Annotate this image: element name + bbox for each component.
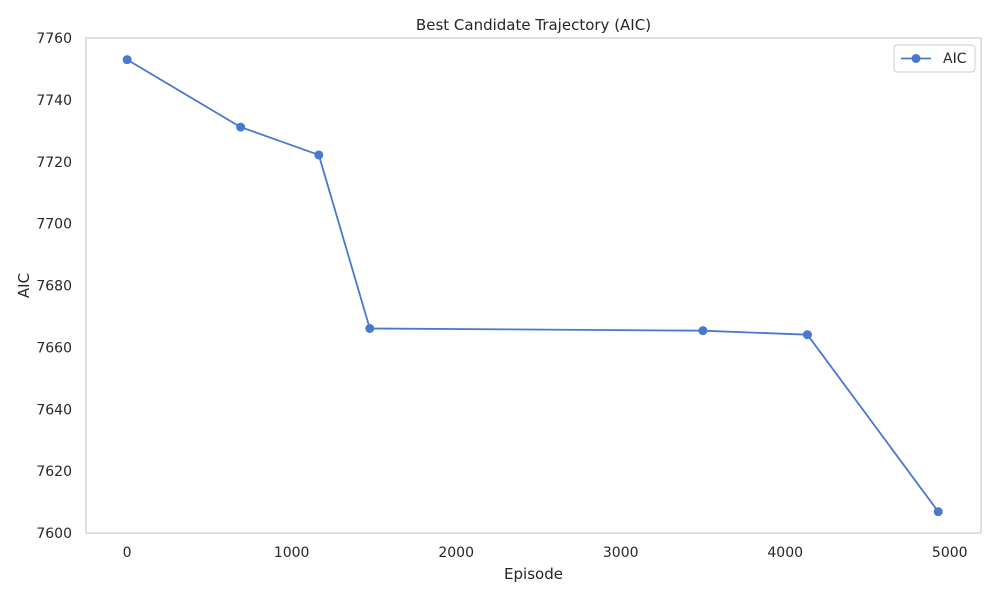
- plot-frame: [85, 37, 982, 534]
- legend-label-aic: AIC: [943, 51, 967, 67]
- x-axis-label: Episode: [504, 565, 563, 583]
- y-tick-label: 7600: [36, 526, 72, 542]
- x-tick-label: 0: [123, 545, 132, 561]
- series-layer: [122, 55, 943, 517]
- y-tick-label: 7660: [36, 340, 72, 356]
- x-tick-label: 3000: [603, 545, 639, 561]
- y-tick-label: 7720: [36, 155, 72, 171]
- data-point: [365, 324, 375, 334]
- y-tick-label: 7700: [36, 217, 72, 233]
- x-tick-label: 2000: [438, 545, 474, 561]
- y-tick-label: 7680: [36, 279, 72, 295]
- legend: AIC: [893, 44, 976, 73]
- y-tick-label: 7640: [36, 402, 72, 418]
- y-axis: 7600 7620 7640 7660 7680 7700 7720 7740 7760: [36, 31, 72, 542]
- y-tick-label: 7740: [36, 93, 72, 109]
- x-tick-label: 1000: [274, 545, 310, 561]
- legend-box: [893, 44, 976, 73]
- y-tick-label: 7620: [36, 464, 72, 480]
- x-tick-label: 4000: [767, 545, 803, 561]
- y-tick-label: 7760: [36, 31, 72, 47]
- data-point: [122, 55, 132, 65]
- data-point: [314, 150, 324, 160]
- x-axis: 0 1000 2000 3000 4000 5000: [123, 545, 968, 561]
- legend-point-marker: [911, 54, 921, 63]
- data-point: [933, 507, 943, 517]
- data-point: [698, 326, 708, 336]
- y-axis-label: AIC: [15, 273, 33, 298]
- data-point: [236, 122, 246, 132]
- x-tick-label: 5000: [932, 545, 968, 561]
- chart-title: Best Candidate Trajectory (AIC): [416, 16, 651, 34]
- data-point: [802, 330, 812, 340]
